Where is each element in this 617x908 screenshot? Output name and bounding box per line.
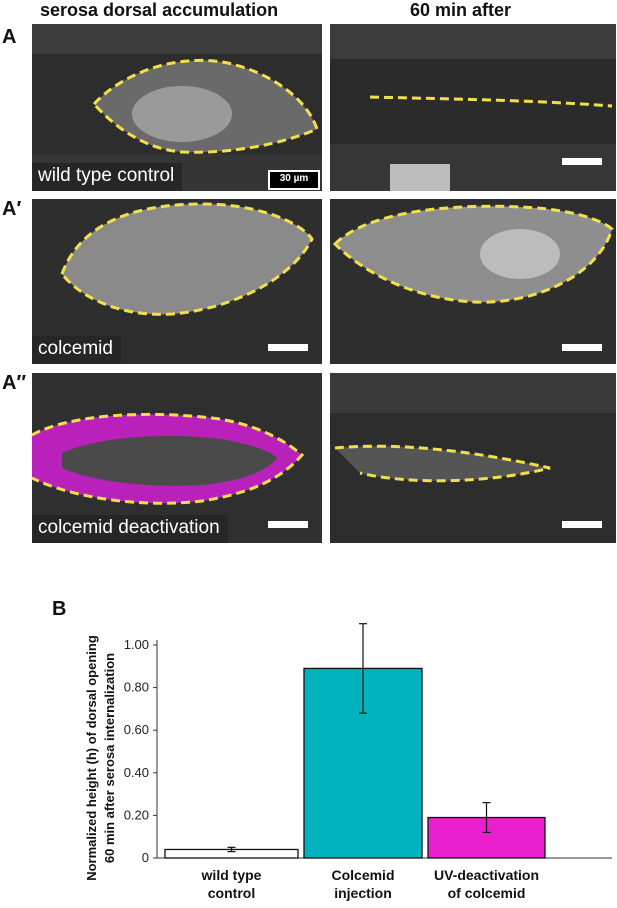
- panel-letter-b: B: [52, 598, 67, 620]
- panel-label-wild-type: wild type control: [32, 163, 183, 191]
- y-tick-label: 0.80: [124, 680, 149, 695]
- y-tick-label: 0.40: [124, 765, 149, 780]
- row-letter-a: A: [2, 26, 17, 48]
- micrograph-a-prime-right: [330, 199, 616, 364]
- micrograph-a-prime-right-image: [330, 199, 616, 364]
- x-tick-label: Colcemid: [331, 867, 394, 883]
- row-letter-a-double-prime: A″: [2, 372, 27, 394]
- column-title-left: serosa dorsal accumulation: [40, 0, 279, 20]
- x-tick-label: control: [208, 885, 255, 901]
- scale-label-box: 30 µm: [268, 170, 320, 190]
- micrograph-a-prime-left: colcemid: [32, 199, 322, 364]
- y-axis-title-line: 60 min after serosa internalization: [102, 653, 117, 863]
- micrograph-a-prime-left-image: [32, 199, 322, 364]
- micrograph-a-double-prime-right-image: [330, 373, 616, 543]
- y-axis-title-line: Normalized height (h) of dorsal opening: [84, 635, 99, 881]
- micrograph-a-double-prime-left: colcemid deactivation: [32, 373, 322, 543]
- x-tick-label: wild type: [201, 867, 262, 883]
- x-tick-label: UV-deactivation: [434, 867, 539, 883]
- scale-bar: [562, 158, 602, 165]
- micrograph-a-double-prime-right: [330, 373, 616, 543]
- column-title-right: 60 min after: [410, 0, 512, 20]
- bar-chart-svg: 0 0.20 0.40 0.60 0.80 1.00 Normalized height (…: [84, 623, 612, 901]
- scale-bar: [268, 344, 308, 351]
- panel-label-colcemid: colcemid: [32, 336, 121, 364]
- row-letter-a-prime: A′: [2, 198, 22, 220]
- micrograph-a-double-prime-left-image: [32, 373, 322, 543]
- y-tick-label: 0.20: [124, 807, 149, 822]
- x-tick-label: injection: [334, 885, 392, 901]
- scale-bar: [562, 344, 602, 351]
- micrograph-a-right-image: [330, 24, 616, 191]
- micrograph-a-right: [330, 24, 616, 191]
- y-tick-label: 0.60: [124, 722, 149, 737]
- micrograph-a-left: wild type control 30 µm: [32, 24, 322, 191]
- scale-bar: [562, 521, 602, 528]
- bar-chart: 0 0.20 0.40 0.60 0.80 1.00 Normalized height (…: [0, 600, 617, 903]
- y-tick-label: 1.00: [124, 637, 149, 652]
- panel-label-colcemid-deactivation: colcemid deactivation: [32, 515, 228, 543]
- y-tick-label: 0: [142, 850, 149, 865]
- x-tick-label: of colcemid: [448, 885, 526, 901]
- scale-bar: [268, 521, 308, 528]
